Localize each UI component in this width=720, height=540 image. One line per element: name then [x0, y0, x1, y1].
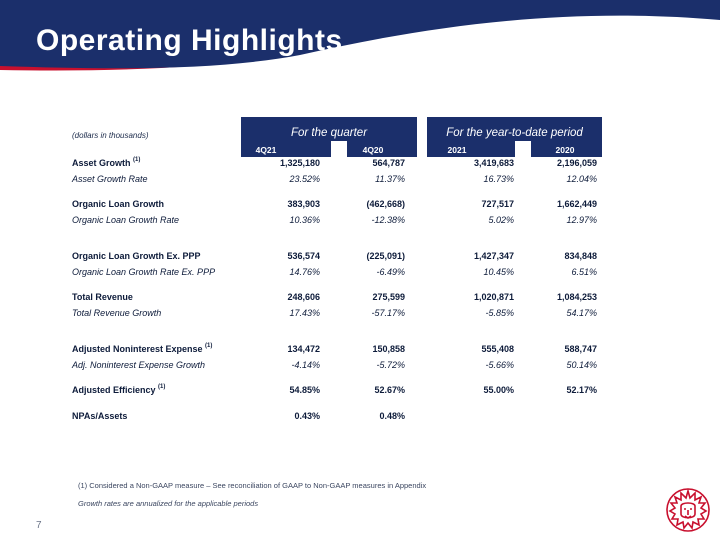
footnote-marker: (1)	[205, 343, 213, 349]
table-cell: 11.37%	[375, 174, 405, 184]
row-label: Adj. Noninterest Expense Growth	[72, 360, 205, 370]
table-cell: 12.04%	[566, 174, 597, 184]
row-label: Asset Growth Rate	[72, 174, 148, 184]
row-label: NPAs/Assets	[72, 411, 127, 421]
row-label-text: NPAs/Assets	[72, 411, 128, 421]
col-head-2020: 2020	[555, 145, 575, 155]
table-cell: 555,408	[481, 344, 514, 354]
units-note: (dollars in thousands)	[72, 131, 149, 140]
table-cell: -5.85%	[485, 308, 514, 318]
table-cell: 588,747	[564, 344, 597, 354]
table-cell: 2,196,059	[556, 158, 597, 168]
row-label: Organic Loan Growth	[72, 199, 164, 209]
table-cell: 727,517	[481, 199, 514, 209]
row-label: Total Revenue	[72, 292, 133, 302]
row-label: Adjusted Noninterest Expense (1)	[72, 343, 213, 354]
row-label-text: Asset Growth Rate	[72, 174, 148, 184]
table-cell: 1,020,871	[473, 292, 514, 302]
quarter-group-label: For the quarter	[290, 127, 368, 139]
header-band: Operating Highlights	[0, 0, 720, 72]
table-cell: 275,599	[372, 292, 405, 302]
table-cell: 3,419,683	[473, 158, 514, 168]
page-number: 7	[36, 520, 42, 531]
table-cell: 52.67%	[374, 385, 405, 395]
table-cell: 1,084,253	[556, 292, 597, 302]
table-cell: -57.17%	[371, 308, 405, 318]
row-label: Adjusted Efficiency (1)	[72, 384, 166, 395]
table-cell: 10.45%	[483, 267, 514, 277]
table-cell: -4.14%	[291, 360, 320, 370]
table-cell: 383,903	[287, 199, 320, 209]
table-cell: 1,325,180	[279, 158, 320, 168]
table-cell: 1,662,449	[556, 199, 597, 209]
row-label-text: Organic Loan Growth Ex. PPP	[72, 251, 201, 261]
footnote-marker: (1)	[158, 384, 166, 390]
table-cell: 1,427,347	[473, 251, 514, 261]
footnote-1: (1) Considered a Non-GAAP measure – See …	[78, 481, 427, 490]
row-label: Total Revenue Growth	[72, 308, 161, 318]
col-head-2021: 2021	[447, 145, 467, 155]
table-cell: 134,472	[287, 344, 320, 354]
table-cell: (225,091)	[366, 251, 405, 261]
ytd-gap	[515, 141, 531, 157]
table-cell: -6.49%	[376, 267, 405, 277]
table-cell: 0.48%	[379, 411, 405, 421]
ytd-header-block	[427, 117, 602, 157]
table-cell: 55.00%	[483, 385, 514, 395]
table-cell: 564,787	[372, 158, 405, 168]
table-cell: 248,606	[287, 292, 320, 302]
table-cell: 52.17%	[566, 385, 597, 395]
lion-head-logo-icon	[666, 488, 710, 532]
table-cell: -5.72%	[376, 360, 405, 370]
footnote-marker: (1)	[133, 157, 141, 163]
quarter-gap	[331, 141, 347, 157]
row-label-text: Total Revenue Growth	[72, 308, 162, 318]
col-head-4q20: 4Q20	[362, 145, 384, 155]
header-background	[0, 0, 720, 71]
table-cell: -12.38%	[371, 215, 405, 225]
table-cell: 17.43%	[289, 308, 320, 318]
row-label-text: Organic Loan Growth	[72, 199, 165, 209]
table-cell: 23.52%	[289, 174, 320, 184]
row-label-text: Adjusted Efficiency	[72, 385, 156, 395]
row-label-text: Asset Growth	[72, 158, 131, 168]
table-cell: 14.76%	[289, 267, 320, 277]
col-head-4q21: 4Q21	[255, 145, 277, 155]
table-cell: 834,848	[564, 251, 597, 261]
row-label-text: Organic Loan Growth Rate	[72, 215, 180, 225]
table-cell: 50.14%	[566, 360, 597, 370]
row-label-text: Total Revenue	[72, 292, 133, 302]
table-cell: 150,858	[372, 344, 405, 354]
table-cell: 16.73%	[483, 174, 514, 184]
table-cell: 6.51%	[571, 267, 597, 277]
ytd-group-label: For the year-to-date period	[446, 127, 583, 139]
footnote-2: Growth rates are annualized for the appl…	[78, 499, 259, 508]
row-label-text: Adjusted Noninterest Expense	[72, 344, 203, 354]
table-cell: (462,668)	[366, 199, 405, 209]
row-label-text: Adj. Noninterest Expense Growth	[72, 360, 206, 370]
row-label: Organic Loan Growth Ex. PPP	[72, 251, 201, 261]
table-cell: 0.43%	[294, 411, 320, 421]
table-cell: 12.97%	[566, 215, 597, 225]
table-cell: 536,574	[287, 251, 320, 261]
quarter-header-block	[241, 117, 417, 157]
table-cell: 10.36%	[289, 215, 320, 225]
table-cell: 54.17%	[566, 308, 597, 318]
row-label: Asset Growth (1)	[72, 157, 141, 168]
row-label-text: Organic Loan Growth Rate Ex. PPP	[72, 267, 216, 277]
row-label: Organic Loan Growth Rate	[72, 215, 179, 225]
row-label: Organic Loan Growth Rate Ex. PPP	[72, 267, 215, 277]
page-title: Operating Highlights	[36, 24, 343, 57]
table-cell: 54.85%	[289, 385, 320, 395]
table-cell: 5.02%	[488, 215, 514, 225]
table-cell: -5.66%	[485, 360, 514, 370]
